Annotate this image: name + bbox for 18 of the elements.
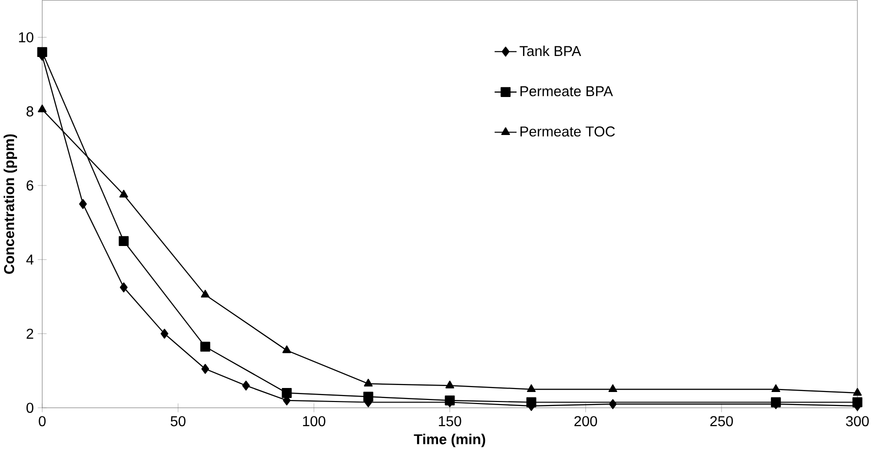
x-tick-label: 150 — [438, 416, 462, 426]
x-tick-label: 0 — [38, 416, 46, 426]
y-tick-label: 6 — [26, 180, 34, 191]
y-tick-label: 4 — [26, 254, 34, 265]
x-tick-label: 100 — [303, 416, 326, 426]
x-tick-label: 50 — [170, 416, 186, 426]
y-tick-label: 8 — [26, 106, 34, 117]
x-axis-title: Time (min) — [414, 434, 486, 448]
x-tick-label: 300 — [846, 416, 869, 426]
x-tick-label: 250 — [710, 416, 733, 426]
y-tick-label: 0 — [26, 402, 34, 413]
legend-label: Tank BPA — [520, 46, 582, 56]
y-axis-title: Concentration (ppm) — [4, 134, 18, 274]
legend-label: Permeate BPA — [520, 86, 613, 96]
x-tick-label: 200 — [574, 416, 598, 426]
y-tick-label: 2 — [26, 328, 34, 339]
y-tick-label: 10 — [19, 32, 34, 42]
legend-label: Permeate TOC — [520, 126, 615, 137]
